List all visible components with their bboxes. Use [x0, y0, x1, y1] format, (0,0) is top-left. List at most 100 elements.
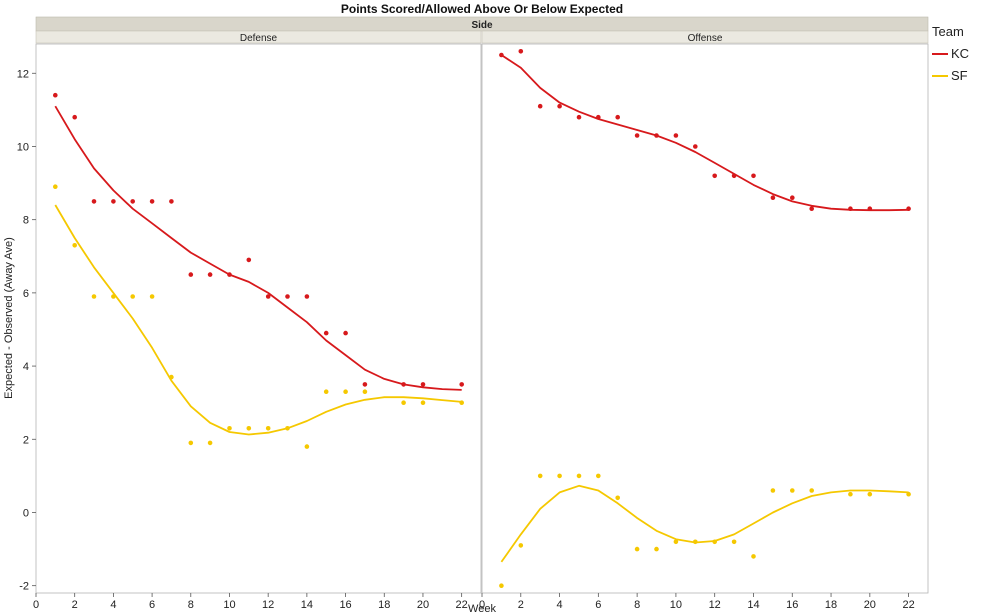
y-tick-label: 6 — [23, 288, 29, 300]
y-tick-label: 0 — [23, 507, 29, 519]
data-point-offense-kc — [906, 206, 911, 211]
x-tick-label: 16 — [786, 599, 798, 611]
x-tick-label: 10 — [223, 599, 235, 611]
data-point-defense-kc — [169, 199, 174, 204]
data-point-offense-kc — [770, 195, 776, 200]
data-point-offense-sf — [867, 491, 873, 497]
x-tick-label: 4 — [557, 599, 563, 611]
data-point-defense-sf — [246, 426, 252, 431]
data-point-offense-sf — [634, 546, 640, 552]
data-point-offense-kc — [809, 206, 814, 211]
x-tick-label: 20 — [417, 599, 429, 611]
data-point-offense-kc — [654, 133, 659, 138]
data-point-defense-sf — [285, 426, 290, 431]
data-point-offense-kc — [596, 114, 601, 120]
data-point-offense-kc — [790, 195, 795, 200]
x-tick-label: 8 — [634, 599, 640, 611]
x-tick-label: 16 — [339, 599, 351, 611]
data-point-defense-kc — [53, 92, 58, 98]
trend-line-offense-kc — [500, 54, 909, 212]
data-point-defense-kc — [343, 330, 348, 336]
x-tick-label: 4 — [110, 599, 116, 611]
data-point-defense-kc — [72, 114, 77, 120]
data-point-defense-sf — [459, 400, 465, 406]
data-point-offense-sf — [790, 488, 795, 493]
data-point-defense-kc — [285, 294, 290, 299]
x-tick-label: 0 — [479, 599, 485, 611]
x-tick-label: 14 — [747, 599, 759, 611]
x-tick-label: 18 — [825, 599, 837, 611]
x-tick-label: 12 — [709, 599, 721, 611]
data-point-offense-kc — [867, 206, 873, 211]
data-point-defense-sf — [304, 444, 310, 449]
data-point-offense-kc — [634, 133, 640, 138]
data-point-offense-sf — [576, 473, 582, 479]
chart-title: Points Scored/Allowed Above Or Below Exp… — [341, 2, 623, 16]
data-point-defense-sf — [149, 294, 155, 299]
x-tick-label: 12 — [262, 599, 274, 611]
x-tick-label: 0 — [33, 599, 39, 611]
data-point-defense-sf — [362, 389, 368, 395]
data-point-offense-sf — [654, 546, 659, 552]
data-point-offense-sf — [906, 491, 911, 497]
data-point-offense-sf — [731, 539, 737, 545]
data-point-defense-kc — [91, 199, 97, 204]
data-point-offense-sf — [693, 539, 698, 545]
data-point-defense-sf — [53, 184, 58, 189]
facet-header-label: Side — [471, 20, 493, 31]
data-point-offense-sf — [499, 583, 504, 588]
x-tick-label: 10 — [670, 599, 682, 611]
data-point-defense-kc — [188, 272, 194, 277]
data-point-defense-sf — [72, 243, 77, 248]
data-point-offense-sf — [712, 539, 717, 545]
y-axis-title: Expected - Observed (Away Ave) — [3, 237, 15, 399]
data-point-defense-kc — [265, 294, 271, 299]
data-point-defense-kc — [149, 199, 155, 204]
data-point-offense-sf — [770, 488, 776, 493]
legend-label-kc: KC — [951, 46, 969, 61]
data-point-defense-sf — [188, 440, 194, 446]
y-tick-label: 10 — [17, 141, 29, 153]
legend: Team KC SF — [932, 24, 969, 83]
x-tick-label: 18 — [378, 599, 390, 611]
panel-header-defense — [35, 30, 482, 44]
data-point-defense-sf — [401, 400, 406, 406]
data-point-offense-kc — [615, 114, 620, 120]
data-point-defense-sf — [91, 294, 97, 299]
data-point-offense-sf — [518, 543, 524, 548]
data-point-defense-sf — [169, 374, 174, 380]
data-point-defense-sf — [265, 426, 271, 431]
data-point-defense-sf — [130, 294, 135, 299]
data-point-defense-sf — [343, 389, 348, 395]
x-tick-label: 22 — [456, 599, 468, 611]
plot-area-offense — [481, 43, 929, 594]
x-tick-label: 2 — [72, 599, 78, 611]
data-point-defense-kc — [459, 382, 465, 387]
panel-title-offense: Offense — [688, 33, 723, 44]
y-tick-label: -2 — [19, 581, 29, 593]
x-axis-title: Week — [468, 603, 496, 615]
data-point-defense-sf — [207, 440, 213, 446]
y-tick-label: 2 — [23, 434, 29, 446]
plot-area-defense — [35, 43, 482, 594]
data-point-offense-sf — [557, 473, 562, 479]
data-point-offense-kc — [693, 144, 698, 149]
data-point-defense-kc — [227, 272, 232, 277]
data-point-defense-kc — [362, 382, 368, 387]
data-point-offense-kc — [673, 133, 679, 138]
trend-line-defense-sf — [54, 204, 462, 436]
data-point-defense-sf — [323, 389, 329, 395]
x-tick-label: 22 — [902, 599, 914, 611]
data-point-offense-sf — [537, 473, 543, 479]
y-tick-label: 4 — [23, 361, 29, 373]
trend-line-offense-sf — [500, 484, 909, 563]
data-point-defense-kc — [304, 294, 310, 299]
data-point-offense-sf — [673, 539, 679, 545]
y-tick-label: 12 — [17, 68, 29, 80]
x-tick-label: 14 — [301, 599, 313, 611]
data-point-defense-sf — [227, 426, 232, 431]
data-point-defense-sf — [111, 294, 116, 299]
data-point-offense-kc — [576, 114, 582, 120]
data-point-offense-sf — [751, 554, 756, 559]
data-point-offense-kc — [751, 173, 756, 179]
